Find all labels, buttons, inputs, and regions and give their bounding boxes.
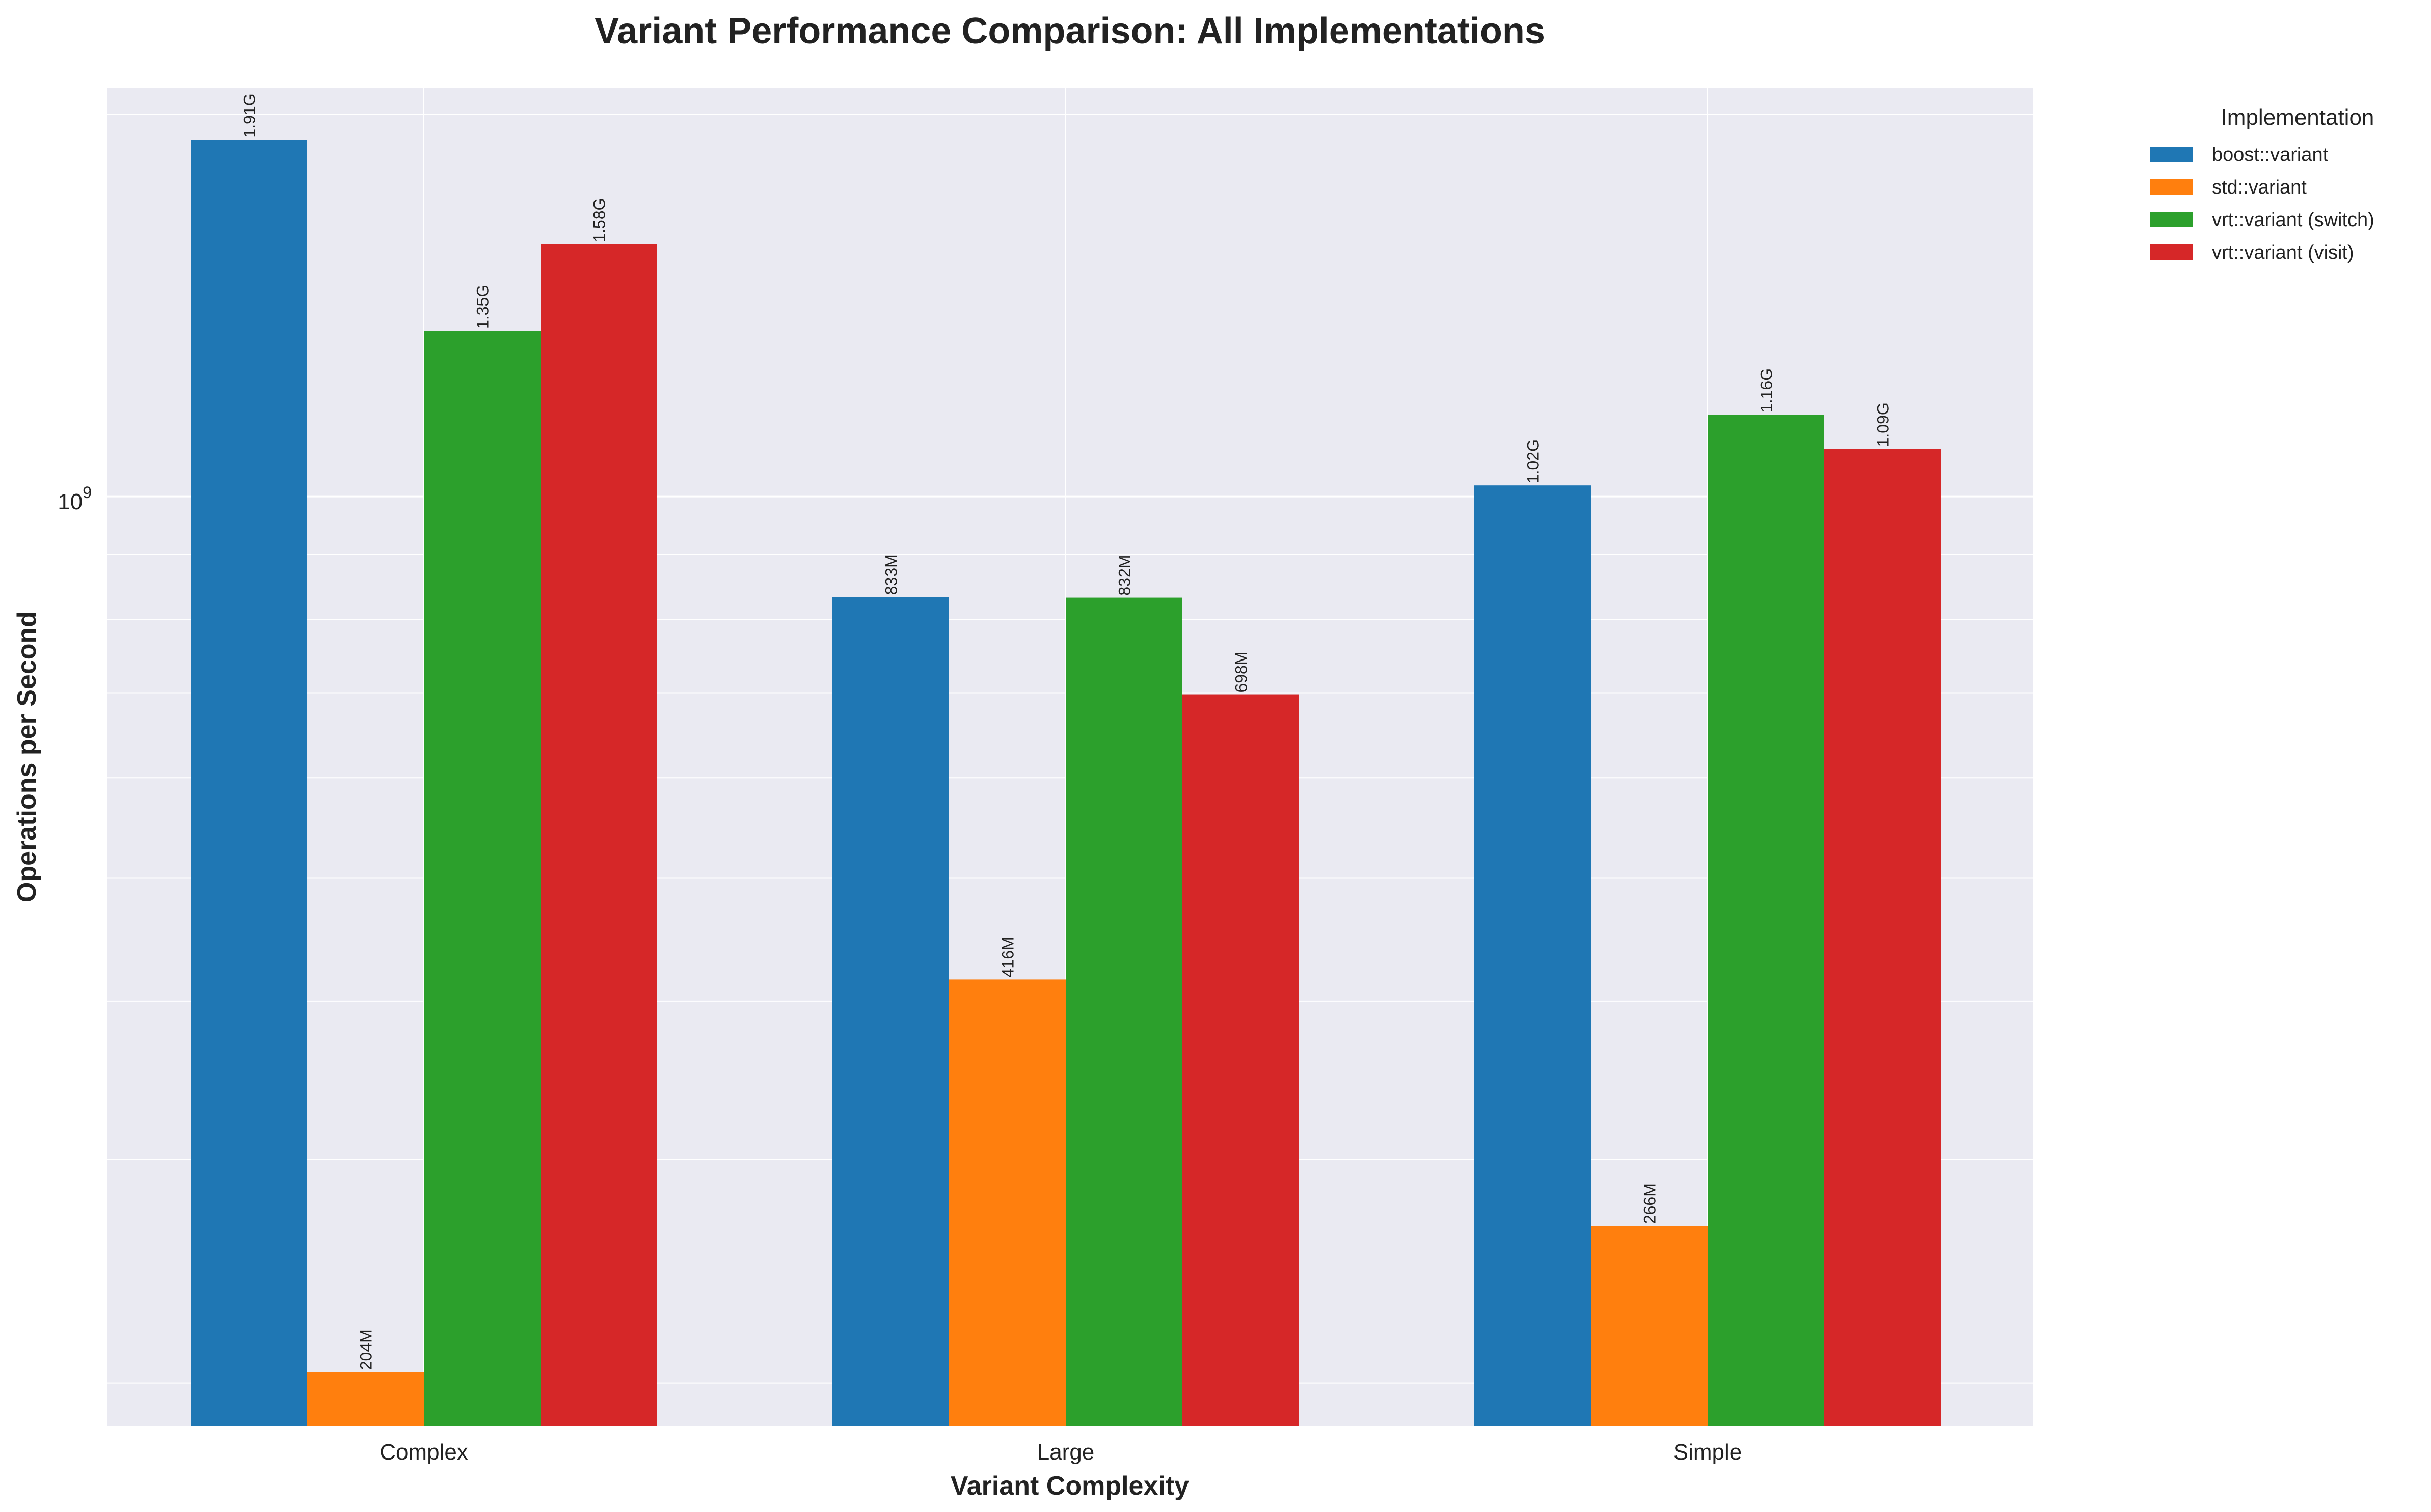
bars — [191, 140, 1941, 1426]
bar-std-variant-large — [949, 979, 1066, 1426]
x-tick-label-simple: Simple — [1673, 1440, 1742, 1465]
bar-value-label: 1.91G — [240, 93, 259, 138]
legend: Implementation boost::variantstd::varian… — [2150, 105, 2374, 263]
bar-vrt-variant-switch--large — [1066, 597, 1182, 1426]
y-tick-label: 109 — [58, 483, 92, 514]
bar-boost-variant-simple — [1474, 485, 1591, 1426]
bar-vrt-variant-switch--complex — [424, 331, 541, 1426]
bar-value-label: 832M — [1116, 555, 1134, 596]
bar-value-label: 698M — [1232, 652, 1251, 693]
bar-vrt-variant-visit--large — [1182, 694, 1299, 1426]
bar-value-label: 1.16G — [1758, 368, 1776, 413]
legend-swatch — [2150, 212, 2193, 227]
x-tick-label-complex: Complex — [380, 1440, 468, 1465]
bar-value-label: 266M — [1641, 1183, 1659, 1224]
bar-value-label: 1.09G — [1874, 402, 1893, 447]
bar-boost-variant-complex — [191, 140, 307, 1426]
bar-std-variant-simple — [1591, 1226, 1708, 1426]
x-tick-labels: Complex Large Simple — [380, 1440, 1742, 1465]
bar-value-label: 1.02G — [1524, 439, 1543, 483]
legend-label: std::variant — [2212, 177, 2307, 198]
legend-label: boost::variant — [2212, 144, 2329, 166]
bar-value-label: 204M — [357, 1329, 375, 1370]
legend-swatch — [2150, 147, 2193, 162]
bar-boost-variant-large — [832, 597, 949, 1426]
bar-value-label: 1.35G — [474, 285, 492, 329]
bar-std-variant-complex — [307, 1372, 424, 1426]
legend-title: Implementation — [2221, 105, 2374, 130]
value-labels: 1.91G 833M 1.02G 204M 416M 266M 1.35G 832M 1.16G… — [240, 93, 1893, 1370]
chart-title: Variant Performance Comparison: All Impl… — [595, 11, 1545, 51]
x-axis-title: Variant Complexity — [951, 1471, 1189, 1501]
bar-value-label: 833M — [882, 554, 901, 595]
legend-swatch — [2150, 179, 2193, 195]
x-tick-label-large: Large — [1037, 1440, 1095, 1465]
bar-vrt-variant-switch--simple — [1708, 415, 1824, 1426]
bar-vrt-variant-visit--simple — [1824, 449, 1941, 1426]
bar-vrt-variant-visit--complex — [541, 244, 657, 1426]
bar-value-label: 416M — [999, 937, 1017, 977]
y-axis-title: Operations per Second — [12, 611, 42, 902]
bar-value-label: 1.58G — [590, 198, 609, 242]
legend-label: vrt::variant (visit) — [2212, 242, 2354, 263]
legend-label: vrt::variant (switch) — [2212, 209, 2374, 231]
legend-swatch — [2150, 244, 2193, 260]
